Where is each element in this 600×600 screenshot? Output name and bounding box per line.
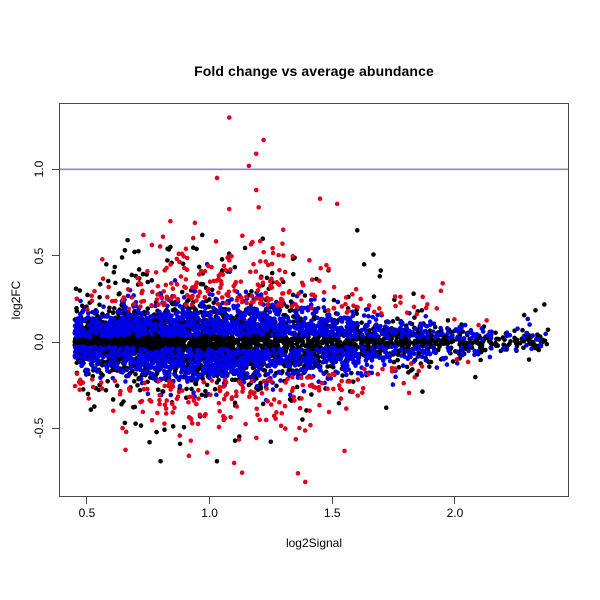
x-axis-tick [331, 497, 333, 504]
y-tick-label: 0.0 [32, 333, 46, 351]
x-tick-label: 0.5 [78, 506, 96, 520]
x-axis-tick [454, 497, 456, 504]
y-axis-label: log2FC [9, 280, 23, 320]
y-axis-tick [52, 427, 59, 429]
y-axis-tick [52, 341, 59, 343]
x-axis-label: log2Signal [285, 536, 343, 550]
x-axis-tick [209, 497, 211, 504]
x-tick-label: 2.0 [446, 506, 464, 520]
y-axis-tick [52, 168, 59, 170]
x-axis-tick [86, 497, 88, 504]
y-tick-label: -0.5 [32, 418, 46, 439]
y-tick-label: 0.5 [32, 247, 46, 265]
x-tick-label: 1.0 [201, 506, 218, 520]
y-axis-tick [52, 255, 59, 257]
y-tick-label: 1.0 [32, 160, 46, 178]
x-tick-label: 1.5 [323, 506, 341, 520]
plot-frame [59, 103, 569, 497]
